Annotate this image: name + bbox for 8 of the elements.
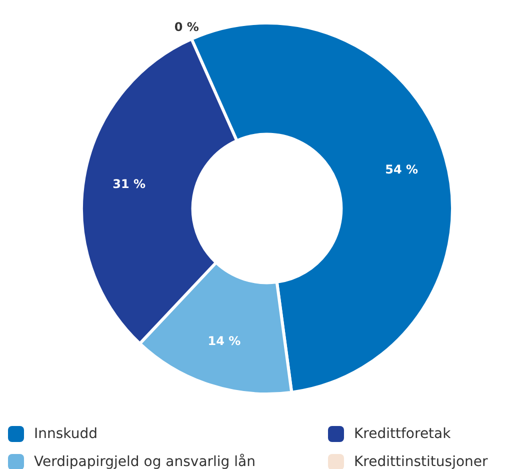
data-label: 54 % <box>385 162 418 177</box>
legend-label: Kredittforetak <box>354 426 451 442</box>
data-label: 31 % <box>112 177 146 192</box>
legend-label: Innskudd <box>34 426 98 442</box>
text: 0 % <box>174 20 199 34</box>
data-label: 14 % <box>208 334 241 348</box>
legend-label: Kredittinstitusjoner <box>354 454 488 469</box>
legend-label: Verdipapirgjeld og ansvarlig lån <box>34 454 256 469</box>
